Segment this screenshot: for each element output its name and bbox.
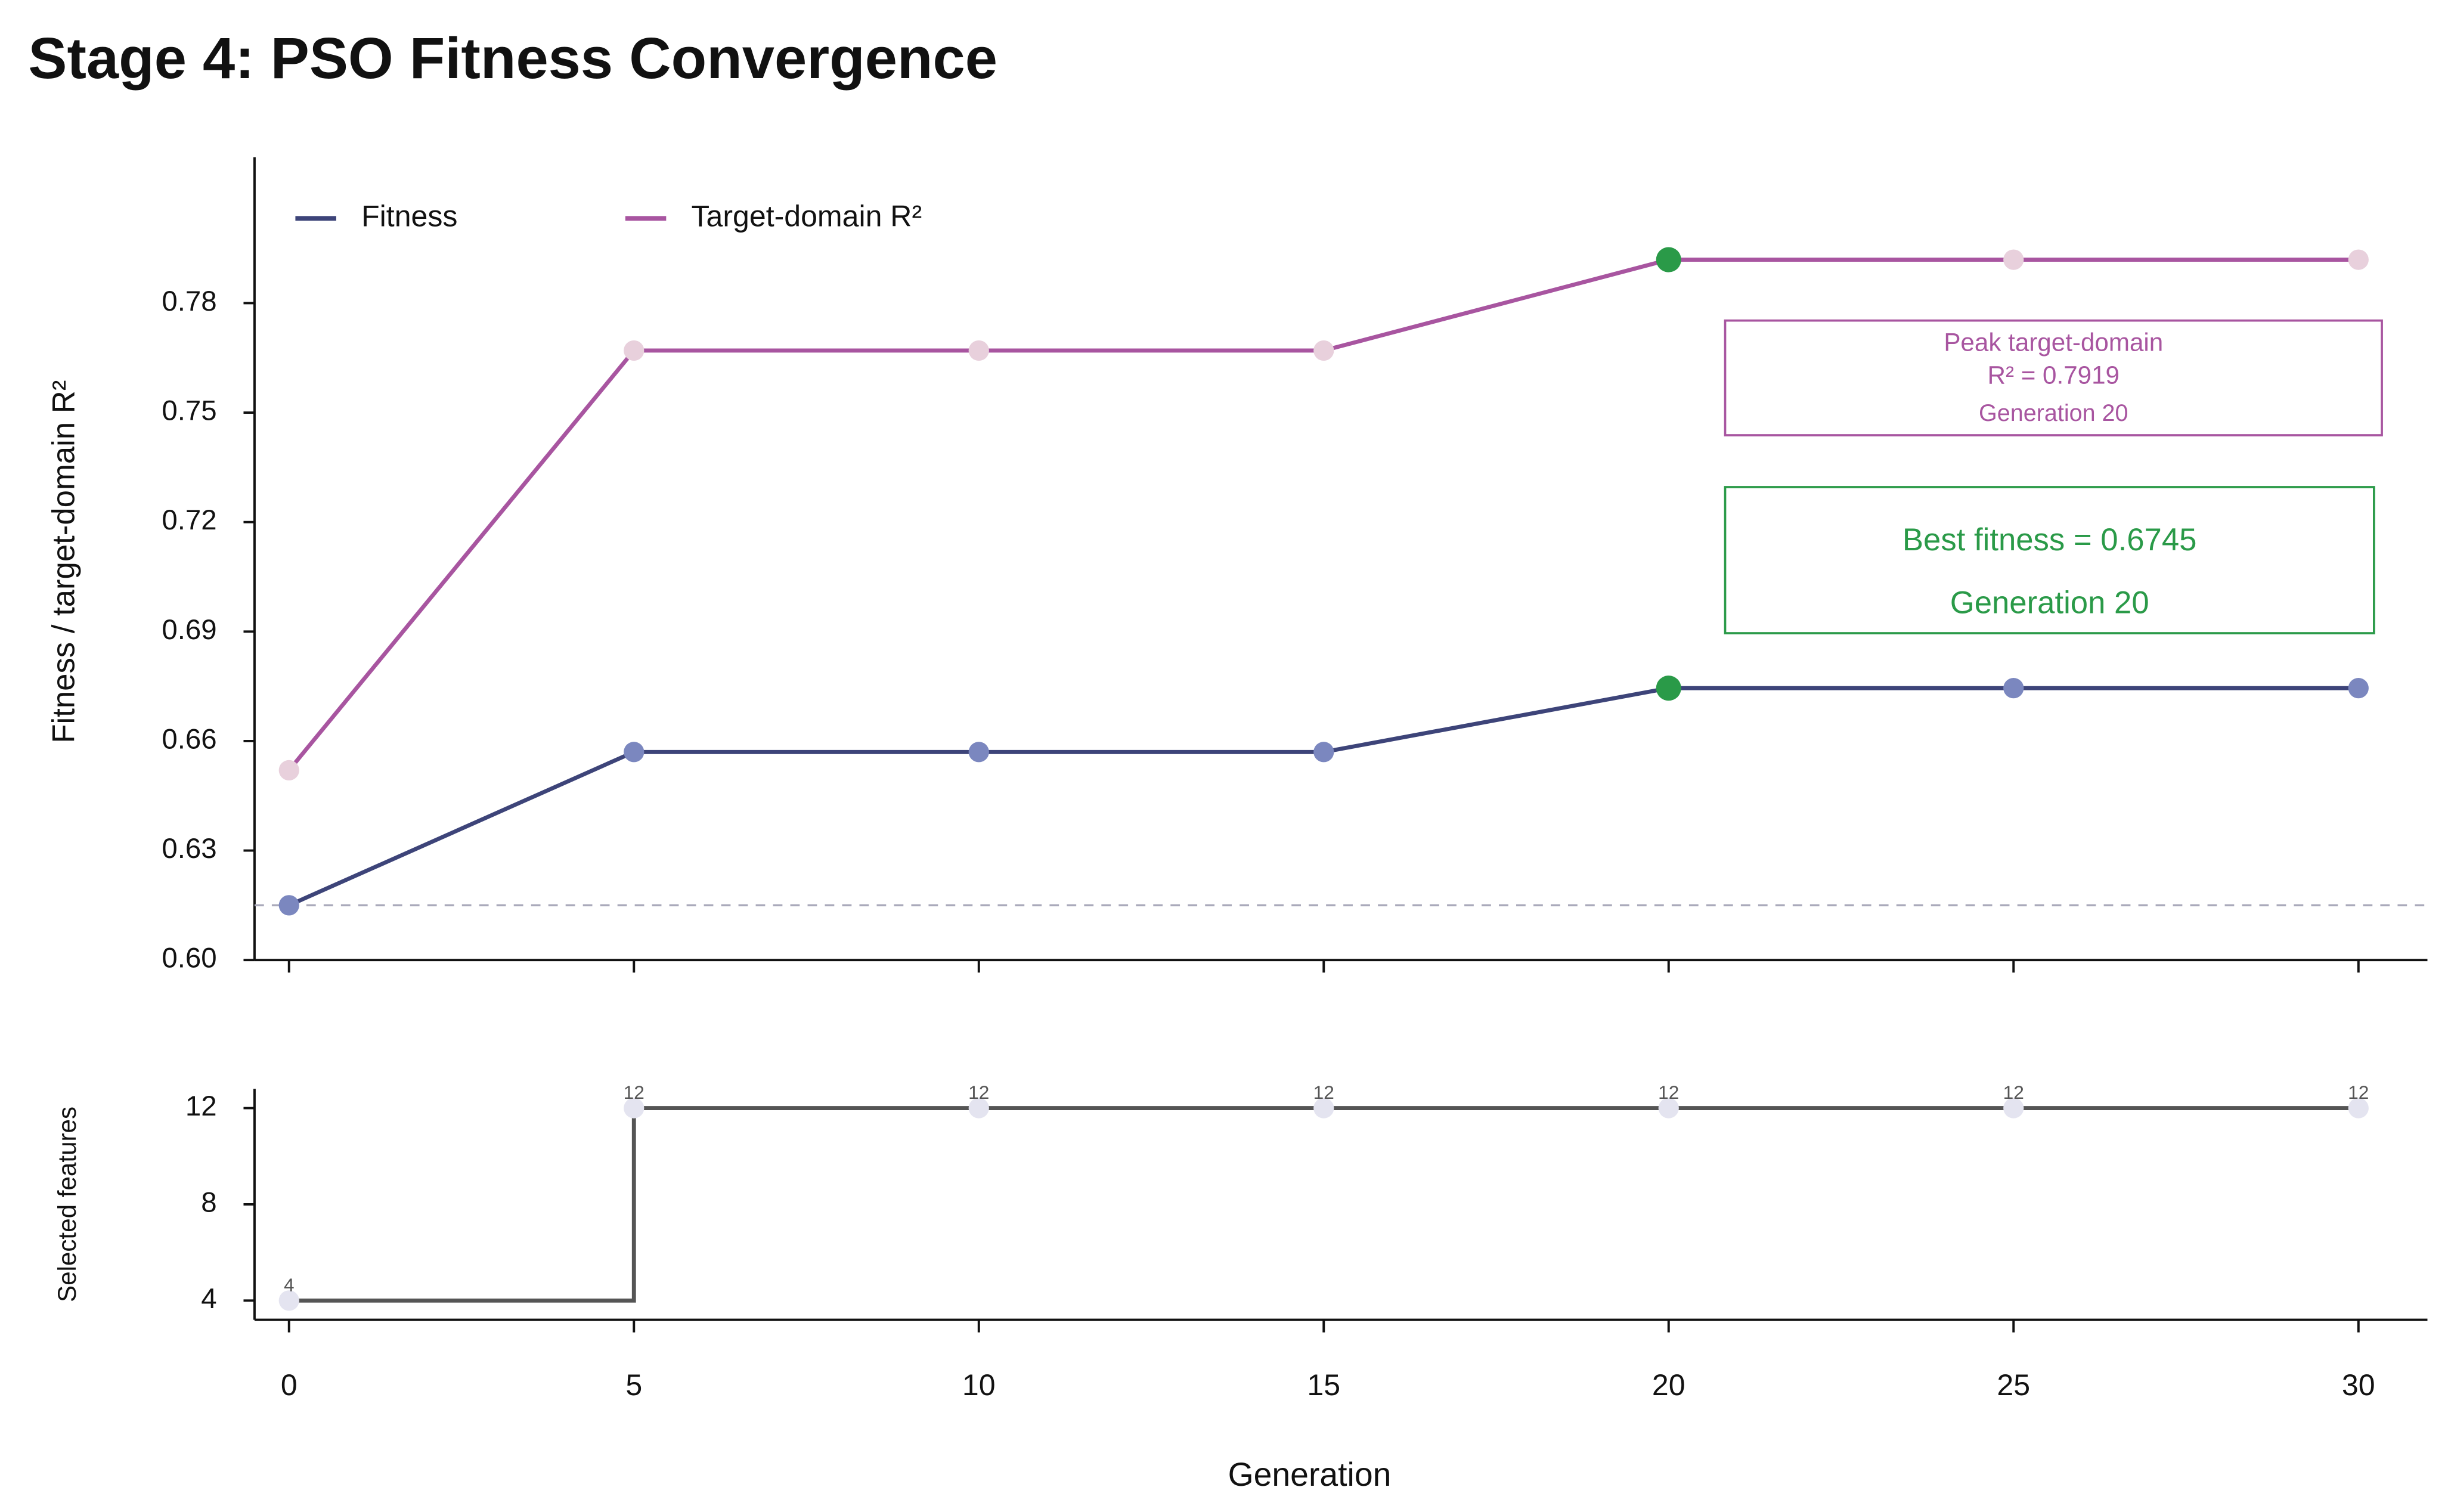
y-tick-label: 12 (185, 1090, 217, 1122)
annotation-text: Generation 20 (1950, 585, 2149, 621)
x-axis-label: Generation (1228, 1456, 1392, 1493)
data-label: 12 (624, 1082, 644, 1103)
point (278, 760, 299, 781)
point (1658, 1098, 1679, 1118)
y-tick-label: 0.63 (162, 833, 216, 865)
point (2348, 249, 2369, 270)
point (624, 742, 644, 763)
x-tick-label: 15 (1307, 1368, 1340, 1402)
point (2003, 249, 2024, 270)
annotation-text: Peak target-domain (1944, 328, 2163, 356)
point (2348, 678, 2369, 699)
annotation-text: Generation 20 (1979, 400, 2128, 426)
x-tick-label: 25 (1997, 1368, 2030, 1402)
data-label: 12 (968, 1082, 989, 1103)
y-axis-label: Selected features (53, 1107, 81, 1302)
point (624, 1098, 644, 1118)
point (1313, 1098, 1334, 1118)
point (1313, 742, 1334, 763)
y-tick-label: 0.75 (162, 395, 216, 427)
point (2003, 1098, 2024, 1118)
y-tick-label: 8 (201, 1187, 216, 1219)
annotation-box (1724, 319, 2383, 436)
annotation-box (1724, 486, 2375, 634)
annotation-text: R² = 0.7919 (1988, 361, 2120, 389)
point (968, 1098, 989, 1118)
legend-label: Fitness (361, 200, 457, 233)
legend-label: Target-domain R² (692, 200, 922, 233)
y-tick-label: 0.69 (162, 614, 216, 646)
chart-title: Stage 4: PSO Fitness Convergence (28, 26, 997, 91)
highlight-point (1656, 676, 1681, 701)
data-label: 12 (2348, 1082, 2369, 1103)
x-tick-label: 5 (625, 1368, 642, 1402)
data-label: 12 (1313, 1082, 1334, 1103)
data-label: 12 (1658, 1082, 1679, 1103)
point (968, 340, 989, 361)
y-tick-label: 0.72 (162, 504, 216, 536)
point (278, 1290, 299, 1311)
x-tick-label: 0 (281, 1368, 298, 1402)
y-tick-label: 0.60 (162, 943, 216, 974)
step-line (289, 1106, 2359, 1303)
point (624, 340, 644, 361)
line (288, 686, 2359, 907)
x-tick-label: 30 (2342, 1368, 2375, 1402)
data-label: 4 (284, 1274, 295, 1296)
y-axis-label: Fitness / target-domain R² (47, 380, 82, 743)
point (278, 895, 299, 916)
point (968, 742, 989, 763)
x-tick-label: 20 (1652, 1368, 1685, 1402)
annotation-text: Best fitness = 0.6745 (1902, 522, 2197, 557)
y-tick-label: 0.78 (162, 286, 216, 317)
point (2003, 678, 2024, 699)
data-label: 12 (2003, 1082, 2024, 1103)
x-tick-label: 10 (962, 1368, 996, 1402)
point (1313, 340, 1334, 361)
y-tick-label: 4 (201, 1283, 216, 1315)
point (2348, 1098, 2369, 1118)
highlight-point (1656, 247, 1681, 272)
y-tick-label: 0.66 (162, 723, 216, 755)
